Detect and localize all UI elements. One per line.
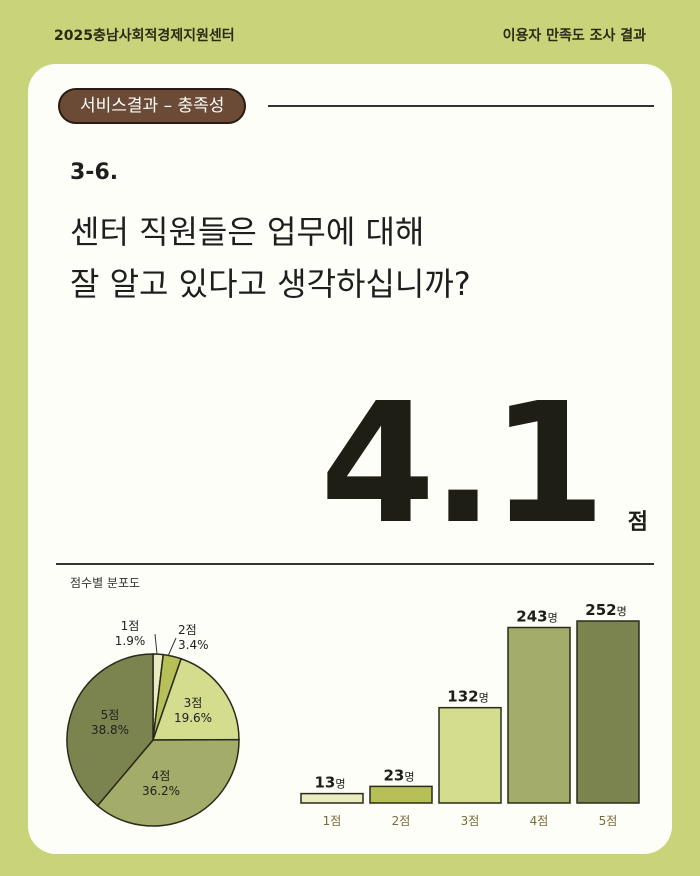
content-card: 서비스결과 – 충족성 3-6. 센터 직원들은 업무에 대해 잘 알고 있다고…	[28, 64, 672, 854]
bar-value-label: 23명	[384, 766, 415, 784]
pie-category-label: 3점	[184, 696, 203, 710]
bar-3	[438, 706, 502, 804]
pie-category-label: 1점	[121, 619, 140, 633]
pie-percent-label: 19.6%	[174, 711, 212, 725]
pie-percent-label: 36.2%	[142, 784, 180, 798]
pie-percent-label: 1.9%	[115, 634, 146, 648]
bar-value-label: 243명	[516, 608, 557, 626]
organization-name: 2025충남사회적경제지원센터	[54, 28, 235, 44]
bar-2	[369, 785, 433, 804]
pie-leader-line	[154, 633, 158, 655]
pie-percent-label: 3.4%	[178, 638, 209, 652]
pie-category-label: 2점	[178, 623, 197, 637]
pie-category-label: 5점	[101, 708, 120, 722]
top-header: 2025충남사회적경제지원센터 이용자 만족도 조사 결과	[0, 0, 700, 64]
average-score: 4.1	[319, 368, 606, 561]
question-number: 3-6.	[70, 160, 119, 185]
question-text-line-1: 센터 직원들은 업무에 대해	[70, 213, 425, 251]
bar-category-label: 4점	[530, 814, 549, 828]
bar-category-label: 2점	[392, 814, 411, 828]
pie-slice-3	[151, 657, 240, 741]
pie-leader-line	[167, 637, 177, 657]
bar-value-label: 252명	[585, 601, 626, 619]
average-score-unit: 점	[627, 510, 648, 535]
bar-category-label: 5점	[599, 814, 618, 828]
pie-category-label: 4점	[152, 769, 171, 783]
distribution-title: 점수별 분포도	[70, 576, 141, 590]
divider	[56, 563, 654, 565]
pie-slice-4	[96, 738, 240, 827]
section-badge: 서비스결과 – 충족성	[58, 88, 247, 124]
distribution-charts: 1점1.9%2점3.4%3점19.6%4점36.2%5점38.8%13명1점23…	[66, 601, 640, 828]
divider	[268, 105, 654, 107]
bar-value-label: 13명	[315, 774, 346, 792]
pie-percent-label: 38.8%	[91, 723, 129, 737]
bar-category-label: 3점	[461, 814, 480, 828]
bar-category-label: 1점	[323, 814, 342, 828]
bar-4	[507, 626, 571, 804]
question-text-line-2: 잘 알고 있다고 생각하십니까?	[70, 265, 471, 303]
pie-slice-5	[66, 653, 154, 807]
bar-5	[576, 620, 640, 804]
bar-value-label: 132명	[447, 688, 488, 706]
report-title: 이용자 만족도 조사 결과	[502, 28, 646, 44]
bar-1	[300, 792, 364, 804]
